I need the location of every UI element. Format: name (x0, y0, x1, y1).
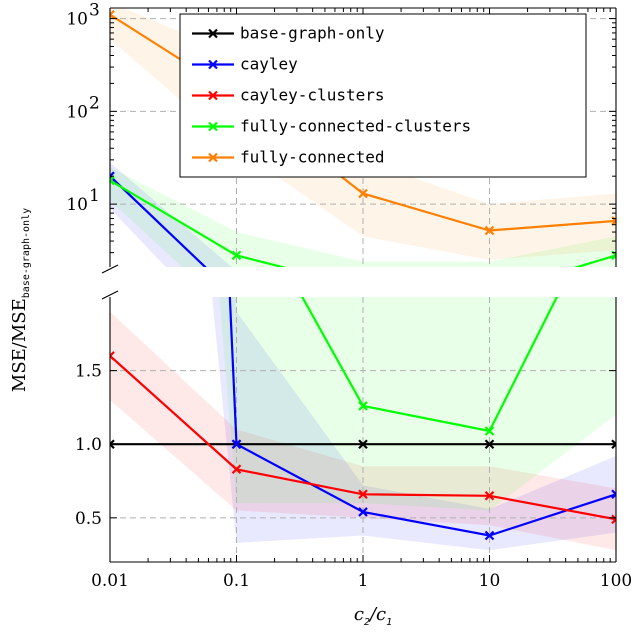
y-tick-exponent: 1 (89, 186, 100, 206)
band-cayley (212, 297, 616, 551)
data-point-cayley (358, 507, 368, 517)
x-title-c2: c (354, 604, 364, 625)
legend-marker (208, 152, 218, 163)
legend-marker (208, 121, 218, 132)
legend-entry: fully-connected-clusters (192, 117, 471, 136)
data-point-fully-connected-clusters (231, 250, 242, 261)
band-fully-connected-clusters (219, 297, 616, 511)
data-point-cayley (231, 439, 242, 449)
legend-box (179, 13, 587, 178)
legend-entry: cayley-clusters (192, 86, 385, 105)
legend-marker (208, 59, 218, 70)
y-tick-exponent: 2 (89, 93, 100, 113)
y-title-main: MSE/MSE (9, 298, 30, 392)
data-point-fully-connected-clusters (486, 289, 494, 297)
x-axis-title: c2/c1 (354, 604, 392, 628)
legend-marker (208, 28, 218, 39)
legend: base-graph-only cayley cayley-clusters full… (179, 13, 587, 178)
x-tick-label: 0.1 (223, 571, 250, 591)
legend-label: fully-connected (240, 148, 385, 167)
data-point-fully-connected (358, 188, 368, 199)
data-point-fully-connected-clusters (358, 401, 368, 411)
legend-entry: cayley (192, 55, 298, 74)
data-point-fully-connected-clusters (110, 175, 115, 186)
x-title-sep: /c (368, 604, 386, 625)
data-point-cayley (611, 489, 616, 500)
y-title-sub: base-graph-only (21, 208, 32, 298)
y-tick-label: 1.0 (75, 435, 102, 455)
legend-entry: fully-connected (192, 148, 385, 167)
data-point-base-graph-only (110, 439, 115, 449)
x-tick-label: 0.01 (91, 571, 129, 591)
data-point-cayley (484, 530, 495, 541)
legend-entry: base-graph-only (192, 24, 385, 43)
data-point-cayley-clusters (358, 489, 368, 500)
data-point-cayley-clusters (484, 490, 495, 501)
axis-break-mark (101, 290, 119, 300)
y-axis-title: MSE/MSEbase-graph-only (9, 208, 32, 392)
y-tick-label: 1.5 (75, 362, 102, 382)
data-point-cayley-clusters (106, 274, 114, 282)
legend-label: cayley-clusters (240, 86, 385, 105)
data-point-fully-connected-clusters (484, 426, 495, 436)
data-point-base-graph-only (358, 439, 368, 449)
data-point-base-graph-only (611, 439, 616, 449)
legend-label: base-graph-only (240, 24, 385, 43)
data-point-fully-connected-clusters (359, 284, 367, 292)
x-title-sub-2: 2 (364, 617, 370, 628)
data-point-cayley-clusters (231, 464, 242, 475)
axis-break-mark (101, 264, 119, 274)
y-tick-label: 10 (66, 10, 88, 30)
x-tick-label: 10 (479, 571, 501, 591)
data-point-fully-connected (110, 9, 115, 20)
series-line-fully-connected-clusters (110, 179, 616, 267)
band-cayley (110, 162, 232, 267)
x-tick-label: 1 (358, 571, 369, 591)
data-point-cayley-clusters (110, 351, 115, 361)
x-title-sub-1: 1 (386, 617, 392, 628)
y-tick-label: 10 (66, 102, 88, 122)
legend-marker (208, 90, 218, 101)
series-line-cayley (110, 175, 207, 267)
data-point-base-graph-only (484, 439, 495, 449)
data-point-fully-connected (484, 225, 495, 236)
x-tick-label: 100 (600, 571, 632, 591)
legend-label: fully-connected-clusters (240, 117, 471, 136)
y-tick-label: 0.5 (75, 509, 102, 529)
lower-lines (110, 297, 616, 541)
y-tick-label: 10 (66, 195, 88, 215)
data-point-cayley-clusters (611, 514, 616, 525)
y-tick-exponent: 3 (89, 1, 100, 21)
legend-label: cayley (240, 55, 298, 74)
